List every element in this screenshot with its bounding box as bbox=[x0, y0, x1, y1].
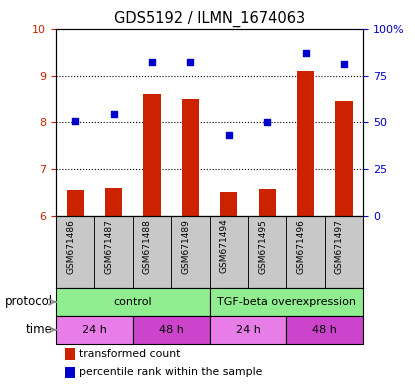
Text: transformed count: transformed count bbox=[79, 349, 181, 359]
Text: GSM671496: GSM671496 bbox=[297, 219, 305, 274]
Point bbox=[302, 50, 309, 56]
Bar bbox=[143, 94, 161, 216]
Bar bbox=[325, 216, 363, 288]
Bar bbox=[56, 216, 95, 288]
Bar bbox=[210, 288, 363, 316]
Point bbox=[72, 118, 78, 124]
Bar bbox=[220, 192, 237, 216]
Bar bbox=[65, 348, 75, 360]
Bar bbox=[56, 288, 210, 316]
Bar bbox=[335, 101, 353, 216]
Bar bbox=[133, 216, 171, 288]
Text: 24 h: 24 h bbox=[82, 325, 107, 335]
Bar bbox=[286, 316, 363, 344]
Point bbox=[187, 60, 194, 66]
Bar bbox=[105, 188, 122, 216]
Bar bbox=[248, 216, 286, 288]
Bar bbox=[65, 367, 75, 378]
Text: GSM671494: GSM671494 bbox=[220, 219, 229, 273]
Bar bbox=[297, 71, 314, 216]
Text: GSM671489: GSM671489 bbox=[181, 219, 190, 274]
Text: 24 h: 24 h bbox=[236, 325, 260, 335]
Bar bbox=[56, 316, 133, 344]
Bar bbox=[133, 316, 210, 344]
Bar bbox=[66, 190, 84, 216]
Text: 48 h: 48 h bbox=[312, 325, 337, 335]
Point bbox=[110, 111, 117, 118]
Text: GSM671488: GSM671488 bbox=[143, 219, 152, 274]
Bar bbox=[95, 216, 133, 288]
Point bbox=[264, 119, 271, 126]
Point bbox=[149, 60, 155, 66]
Title: GDS5192 / ILMN_1674063: GDS5192 / ILMN_1674063 bbox=[114, 11, 305, 27]
Bar bbox=[210, 316, 286, 344]
Text: percentile rank within the sample: percentile rank within the sample bbox=[79, 367, 262, 377]
Bar bbox=[210, 216, 248, 288]
Point bbox=[341, 61, 347, 67]
Text: control: control bbox=[113, 297, 152, 307]
Text: GSM671497: GSM671497 bbox=[335, 219, 344, 274]
Text: TGF-beta overexpression: TGF-beta overexpression bbox=[217, 297, 356, 307]
Text: GSM671495: GSM671495 bbox=[258, 219, 267, 274]
Text: GSM671486: GSM671486 bbox=[66, 219, 75, 274]
Text: time: time bbox=[26, 323, 53, 336]
Point bbox=[225, 132, 232, 138]
Bar bbox=[171, 216, 210, 288]
Text: 48 h: 48 h bbox=[159, 325, 183, 335]
Text: GSM671487: GSM671487 bbox=[105, 219, 114, 274]
Bar bbox=[259, 189, 276, 216]
Text: protocol: protocol bbox=[5, 295, 53, 308]
Bar bbox=[182, 99, 199, 216]
Bar bbox=[286, 216, 325, 288]
